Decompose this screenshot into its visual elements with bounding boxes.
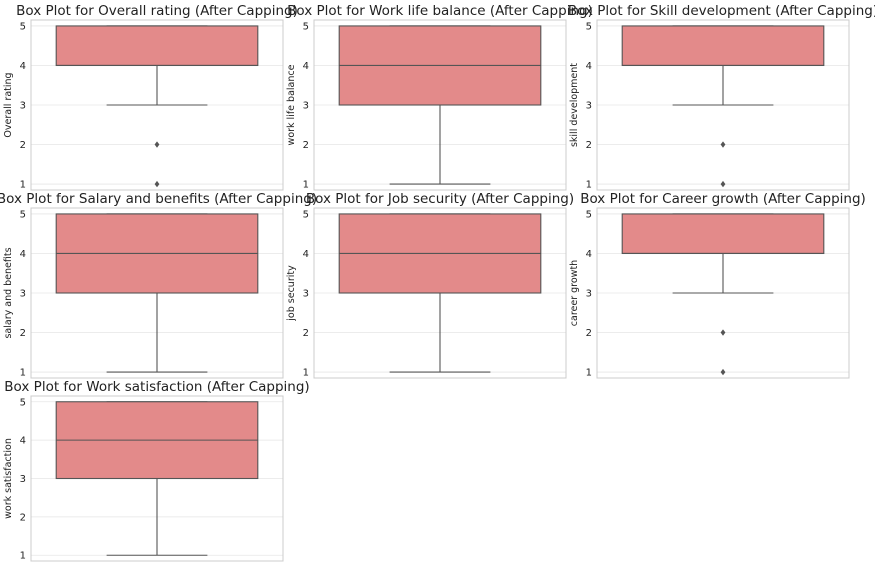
y-tick-label: 5: [303, 209, 309, 220]
y-tick-label: 3: [20, 474, 26, 485]
y-tick-label: 1: [20, 551, 26, 562]
outlier-point: [720, 329, 726, 336]
y-tick-label: 5: [20, 21, 26, 32]
chart-title: Box Plot for Work satisfaction (After Ca…: [4, 379, 309, 395]
y-axis-label: job security: [286, 265, 297, 322]
chart-title: Box Plot for Career growth (After Cappin…: [580, 191, 866, 207]
y-tick-label: 1: [303, 368, 309, 379]
plot-area-frame: [313, 19, 567, 191]
box-plot-panel: 1 2 3 4 5 skill development Box Plot for Skill…: [568, 3, 875, 191]
outlier-point: [720, 141, 726, 148]
plot-area-frame: [30, 19, 284, 191]
outlier-point: [720, 368, 726, 376]
y-tick-label: 2: [303, 328, 309, 339]
y-tick-label: 1: [586, 180, 592, 191]
y-tick-label: 1: [586, 368, 592, 379]
y-tick-label: 3: [303, 289, 309, 300]
chart-title: Box Plot for Overall rating (After Cappi…: [16, 3, 298, 19]
outlier-point: [720, 180, 726, 188]
plot-area-frame: [596, 19, 850, 191]
box-plot-panel: 1 2 3 4 5 job security Box Plot for Job securi…: [286, 191, 574, 379]
y-tick-label: 4: [303, 61, 309, 72]
chart-title: Box Plot for Skill development (After Ca…: [568, 3, 875, 19]
plot-area-frame: [596, 207, 850, 379]
box-plot-panel: 1 2 3 4 5 salary and benefits Box Plot for Sal…: [0, 191, 317, 379]
y-tick-label: 3: [20, 101, 26, 112]
y-tick-label: 4: [586, 249, 592, 260]
box-plot-panel: 1 2 3 4 5 Overall rating Box Plot for Overall …: [3, 3, 298, 191]
iqr-box: [55, 25, 259, 67]
y-tick-label: 2: [303, 140, 309, 151]
box-plot-panel: 1 2 3 4 5 work satisfaction Box Plot for Work …: [3, 379, 310, 562]
y-tick-label: 5: [20, 209, 26, 220]
y-tick-label: 2: [20, 140, 26, 151]
y-tick-label: 5: [586, 209, 592, 220]
chart-title: Box Plot for Salary and benefits (After …: [0, 191, 317, 207]
y-tick-label: 5: [586, 21, 592, 32]
y-tick-label: 3: [586, 101, 592, 112]
chart-title: Box Plot for Job security (After Capping…: [306, 191, 574, 207]
outlier-point: [154, 180, 160, 188]
y-tick-label: 4: [303, 249, 309, 260]
y-tick-label: 5: [303, 21, 309, 32]
y-axis-label: Overall rating: [3, 72, 14, 137]
y-tick-label: 2: [20, 512, 26, 523]
plot-area-frame: [30, 207, 284, 379]
y-tick-label: 2: [586, 328, 592, 339]
plot-area-frame: [30, 395, 284, 562]
chart-title: Box Plot for Work life balance (After Ca…: [287, 3, 593, 19]
y-tick-label: 4: [20, 249, 26, 260]
box-plot-panel: 1 2 3 4 5 work life balance Box Plot for Work …: [286, 3, 593, 191]
y-axis-label: salary and benefits: [3, 247, 14, 338]
y-axis-label: work life balance: [286, 64, 297, 145]
y-tick-label: 2: [20, 328, 26, 339]
y-tick-label: 3: [303, 101, 309, 112]
y-tick-label: 1: [303, 180, 309, 191]
iqr-box: [621, 25, 825, 67]
plot-area-frame: [313, 207, 567, 379]
y-tick-label: 1: [20, 368, 26, 379]
y-axis-label: career growth: [569, 260, 580, 326]
y-tick-label: 1: [20, 180, 26, 191]
y-tick-label: 2: [586, 140, 592, 151]
y-tick-label: 5: [20, 397, 26, 408]
y-tick-label: 3: [20, 289, 26, 300]
box-plot-panel: 1 2 3 4 5 career growth Box Plot for Career gr…: [569, 191, 866, 379]
outlier-point: [154, 141, 160, 148]
y-tick-label: 3: [586, 289, 592, 300]
y-axis-label: skill development: [569, 63, 580, 147]
y-tick-label: 4: [20, 436, 26, 447]
y-tick-label: 4: [20, 61, 26, 72]
y-tick-label: 4: [586, 61, 592, 72]
iqr-box: [621, 213, 825, 255]
y-axis-label: work satisfaction: [3, 438, 14, 519]
